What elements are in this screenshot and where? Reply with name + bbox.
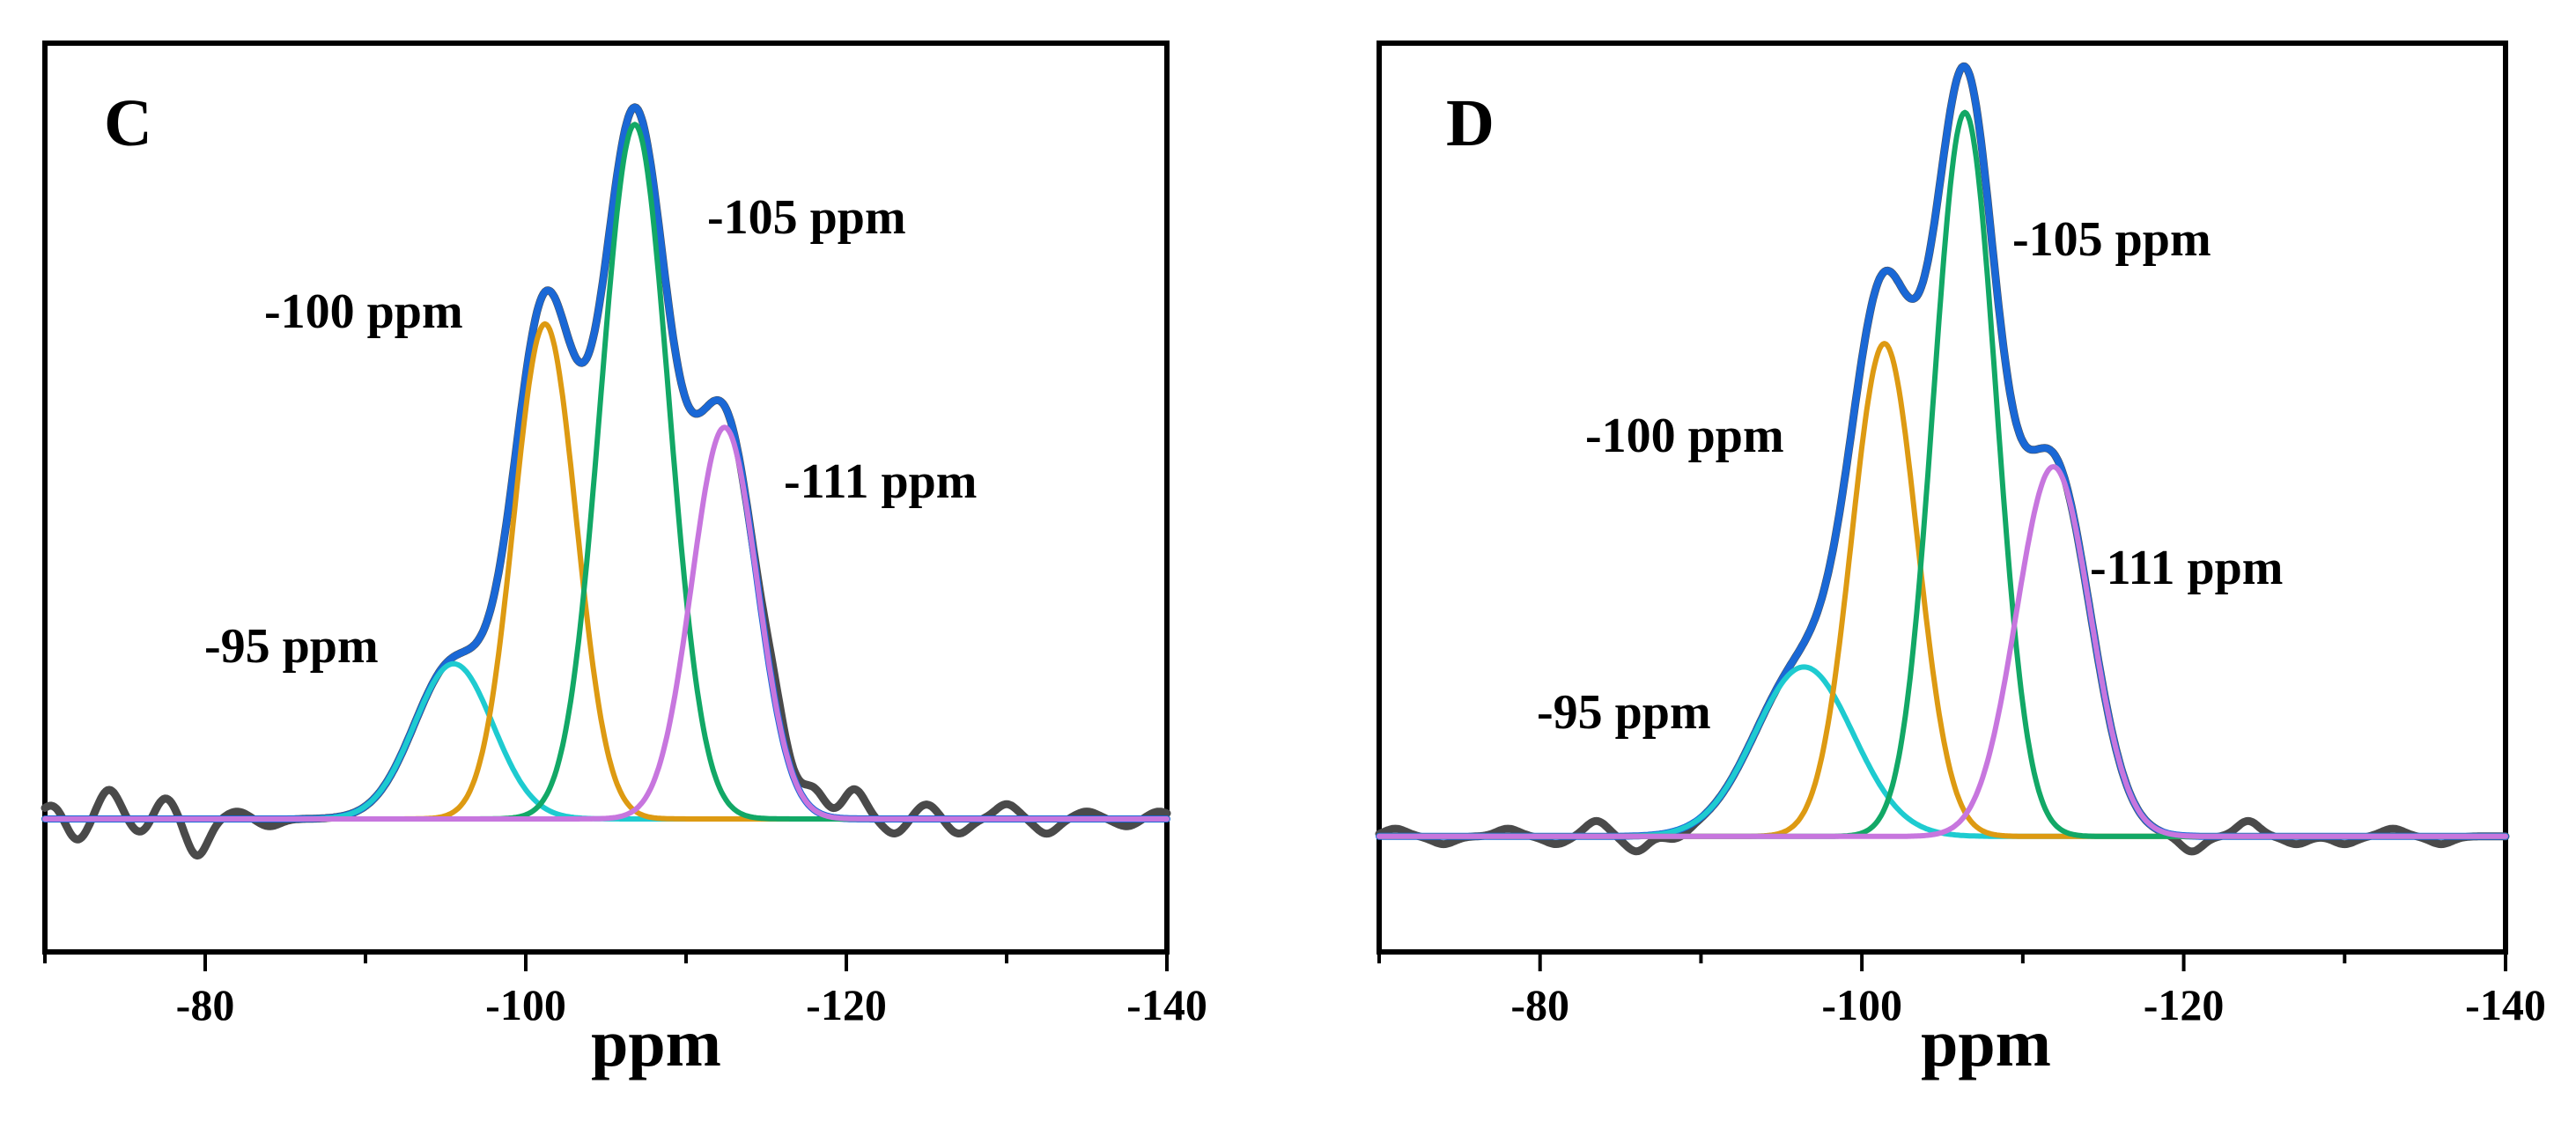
curves xyxy=(1375,62,2510,856)
x-tick-label: -140 xyxy=(1126,980,1207,1029)
x-tick-label: -120 xyxy=(2144,980,2225,1029)
x-tick-label: -100 xyxy=(1821,980,1902,1029)
component-peak-111 xyxy=(42,424,1170,822)
x-ticks xyxy=(1377,952,2507,971)
x-tick-label: -140 xyxy=(2465,980,2546,1029)
peak-label-95: -95 ppm xyxy=(1537,685,1711,740)
peak-label-95: -95 ppm xyxy=(204,619,379,674)
x-tick-label: -80 xyxy=(1510,980,1569,1029)
peak-label-111: -111 ppm xyxy=(2090,541,2283,595)
peak-label-105: -105 ppm xyxy=(707,190,906,245)
x-ticks xyxy=(43,952,1169,971)
x-tick-labels: -80 -100 -120 -140 xyxy=(1510,980,2545,1029)
plot-frame xyxy=(1377,41,2508,955)
component-peak-111 xyxy=(1377,464,2508,839)
panel-label: D xyxy=(1446,86,1495,160)
component-peak-100 xyxy=(42,321,1170,822)
x-tick-label: -80 xyxy=(176,980,235,1029)
panel-d: -80 -100 -120 -140 D ppm -95 ppm -100 ppm -… xyxy=(1375,41,2546,1080)
plot-frame xyxy=(42,41,1170,955)
fitted-envelope xyxy=(41,103,1170,822)
peak-label-111: -111 ppm xyxy=(784,454,977,509)
panel-label: C xyxy=(104,86,152,160)
peak-label-100: -100 ppm xyxy=(1585,409,1784,463)
component-peak-100 xyxy=(1377,341,2508,839)
x-tick-label: -120 xyxy=(806,980,887,1029)
x-tick-label: -100 xyxy=(485,980,566,1029)
panel-c: -80 -100 -120 -140 C ppm -95 ppm -100 ppm -… xyxy=(41,41,1207,1080)
curves xyxy=(41,103,1171,860)
peak-label-105: -105 ppm xyxy=(2012,212,2211,267)
x-axis-title: ppm xyxy=(1921,1007,2051,1080)
x-axis-title: ppm xyxy=(591,1007,721,1080)
x-tick-labels: -80 -100 -120 -140 xyxy=(176,980,1207,1029)
peak-label-100: -100 ppm xyxy=(264,284,463,339)
